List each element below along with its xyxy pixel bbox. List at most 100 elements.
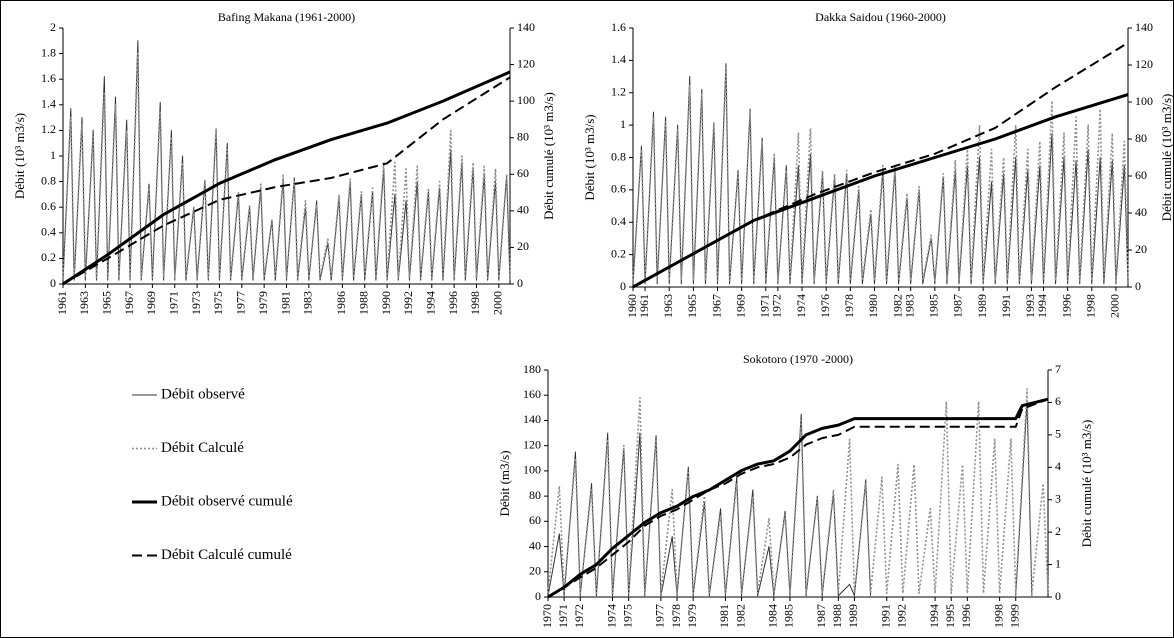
- y-tick-label: 1.6: [41, 71, 56, 85]
- y2-tick-label: 80: [1135, 131, 1147, 145]
- x-tick-label: 1982: [733, 604, 747, 628]
- x-tick-label: 1982: [890, 294, 904, 318]
- y-tick-label: 0.8: [41, 173, 56, 187]
- y-tick-label: 0.2: [41, 250, 56, 264]
- y-tick-label: 0.4: [41, 225, 56, 239]
- y2-axis-title: Débit cumulé (10³ m3/s): [541, 92, 556, 220]
- x-tick-label: 1991: [999, 294, 1013, 318]
- x-tick-label: 1983: [902, 294, 916, 318]
- chart-title: Dakka Saidou (1960-2000): [815, 10, 946, 24]
- x-tick-label: 1989: [846, 604, 860, 628]
- x-tick-label: 1979: [256, 291, 270, 315]
- x-tick-label: 1998: [991, 604, 1005, 628]
- x-tick-label: 1996: [959, 604, 973, 628]
- x-tick-label: 1992: [401, 291, 415, 315]
- x-tick-label: 1963: [661, 294, 675, 318]
- y-tick-label: 160: [523, 387, 541, 401]
- x-tick-label: 1978: [669, 604, 683, 628]
- y-tick-label: 120: [523, 437, 541, 451]
- y-tick-label: 1.2: [41, 122, 56, 136]
- x-tick-label: 1987: [814, 604, 828, 628]
- y-tick-label: 0.2: [611, 246, 626, 260]
- y2-tick-label: 40: [517, 203, 529, 217]
- y2-tick-label: 140: [1135, 20, 1153, 34]
- y2-tick-label: 2: [1055, 524, 1061, 538]
- y-tick-label: 1.2: [611, 85, 626, 99]
- y2-tick-label: 40: [1135, 205, 1147, 219]
- chart-title: Bafing Makana (1961-2000): [218, 10, 355, 24]
- y-tick-label: 0: [535, 589, 541, 603]
- x-tick-label: 1992: [895, 604, 909, 628]
- y-axis-title: Débit (m3/s): [497, 450, 512, 516]
- y2-tick-label: 100: [517, 93, 535, 107]
- x-tick-label: 1975: [211, 291, 225, 315]
- x-tick-label: 1985: [782, 604, 796, 628]
- y-tick-label: 180: [523, 362, 541, 376]
- x-tick-label: 1973: [189, 291, 203, 315]
- y2-tick-label: 0: [1055, 589, 1061, 603]
- x-tick-label: 1996: [1059, 294, 1073, 318]
- x-tick-label: 2000: [1108, 294, 1122, 318]
- x-tick-label: 1963: [77, 291, 91, 315]
- x-tick-label: 1984: [766, 604, 780, 628]
- y-tick-label: 1: [50, 148, 56, 162]
- x-tick-label: 1967: [122, 291, 136, 315]
- x-tick-label: 1969: [144, 291, 158, 315]
- x-tick-label: 1998: [1084, 294, 1098, 318]
- x-tick-label: 1987: [951, 294, 965, 318]
- y2-tick-label: 0: [1135, 279, 1141, 293]
- x-tick-label: 1977: [234, 291, 248, 315]
- x-tick-label: 1999: [1007, 604, 1021, 628]
- y-tick-label: 1.6: [611, 20, 626, 34]
- y-tick-label: 1.4: [611, 52, 626, 66]
- y2-tick-label: 140: [517, 20, 535, 34]
- y2-tick-label: 60: [1135, 168, 1147, 182]
- y-tick-label: 0.6: [41, 199, 56, 213]
- x-tick-label: 1985: [927, 294, 941, 318]
- x-tick-label: 1996: [446, 291, 460, 315]
- y-axis-title: Débit (10³ m3/s): [12, 113, 27, 199]
- y-tick-label: 0.8: [611, 149, 626, 163]
- x-tick-label: 1988: [356, 291, 370, 315]
- x-tick-label: 1994: [927, 604, 941, 628]
- y2-tick-label: 120: [1135, 57, 1153, 71]
- x-tick-label: 1971: [758, 294, 772, 318]
- x-tick-label: 1994: [424, 291, 438, 315]
- y-tick-label: 40: [529, 538, 541, 552]
- x-tick-label: 1961: [55, 291, 69, 315]
- series-line: [632, 67, 1129, 282]
- x-tick-label: 1972: [572, 604, 586, 628]
- y2-tick-label: 1: [1055, 556, 1061, 570]
- series-line: [632, 41, 1129, 288]
- y2-tick-label: 120: [517, 56, 535, 70]
- x-tick-label: 1971: [167, 291, 181, 315]
- x-tick-label: 1980: [866, 294, 880, 318]
- x-tick-label: 1981: [717, 604, 731, 628]
- chart-title: Sokotoro (1970 -2000): [743, 352, 853, 366]
- legend-label: Débit Calculé: [161, 440, 244, 456]
- x-tick-label: 1978: [842, 294, 856, 318]
- y-tick-label: 60: [529, 513, 541, 527]
- x-tick-label: 1983: [301, 291, 315, 315]
- y-tick-label: 100: [523, 463, 541, 477]
- y-tick-label: 20: [529, 564, 541, 578]
- x-tick-label: 1979: [685, 604, 699, 628]
- x-tick-label: 1990: [379, 291, 393, 315]
- y2-tick-label: 100: [1135, 94, 1153, 108]
- x-tick-label: 1974: [604, 604, 618, 628]
- x-tick-label: 1960: [625, 294, 639, 318]
- legend-label: Débit observé cumulé: [161, 493, 293, 509]
- x-tick-label: 1974: [794, 294, 808, 318]
- y-tick-label: 0: [50, 276, 56, 290]
- series-line: [62, 76, 511, 285]
- x-tick-label: 1981: [278, 291, 292, 315]
- x-tick-label: 1967: [709, 294, 723, 318]
- x-tick-label: 1972: [770, 294, 784, 318]
- series-line: [547, 397, 1049, 599]
- x-tick-label: 1977: [653, 604, 667, 628]
- x-tick-label: 1969: [733, 294, 747, 318]
- x-tick-label: 1961: [637, 294, 651, 318]
- x-tick-label: 2000: [491, 291, 505, 315]
